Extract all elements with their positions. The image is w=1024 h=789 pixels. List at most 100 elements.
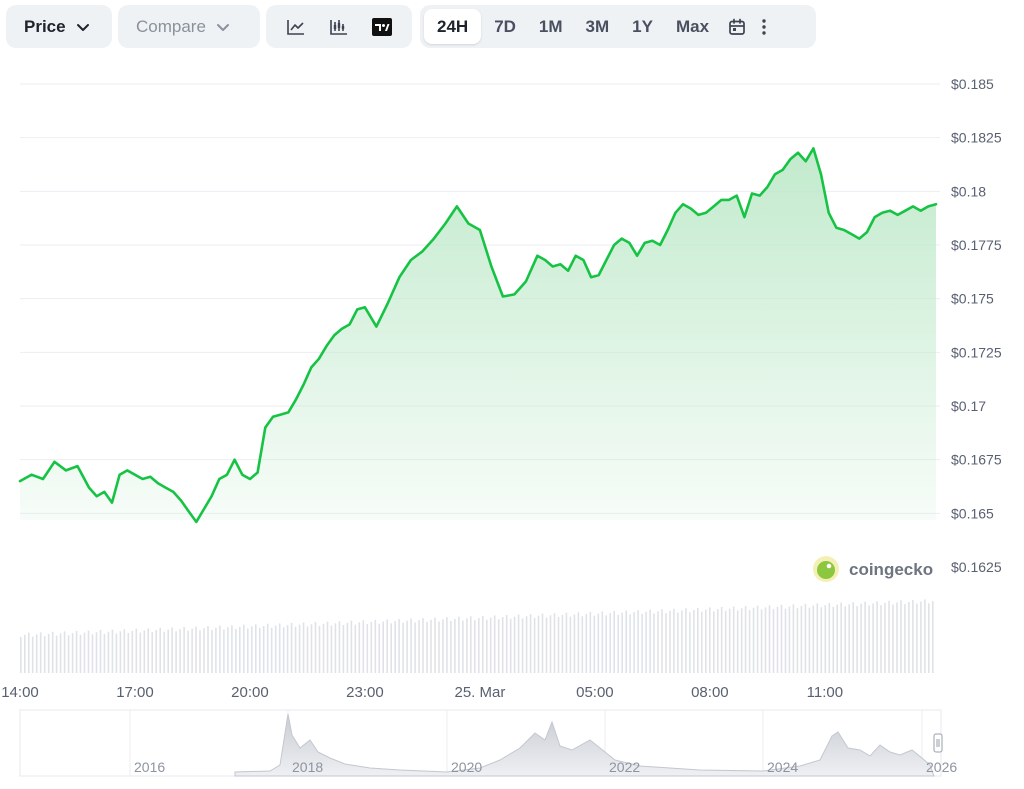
volume-bar [318,625,321,673]
volume-bar [613,611,615,673]
volume-bar [143,630,146,673]
volume-bar [808,607,811,673]
volume-bar [760,609,763,673]
volume-bar [278,623,281,673]
volume-bar [386,619,388,673]
volume-bar [717,609,719,673]
x-axis-labels: 14:00 17:00 20:00 23:00 25. Mar 05:00 08:00 11:… [1,684,843,701]
volume-bar [354,624,357,673]
volume-bar [744,606,747,673]
volume-bar [99,630,102,673]
volume-bar [223,629,225,673]
range-3m-button[interactable]: 3M [585,16,610,36]
volume-bar [848,604,850,673]
volume-bar [20,637,22,673]
volume-bar [378,623,380,673]
candlestick-chart-button[interactable] [325,13,353,41]
range-1m-button[interactable]: 1M [538,16,563,36]
volume-bar [31,636,34,673]
volume-bar [820,607,823,673]
volume-bar [864,601,866,673]
volume-bar [358,622,361,673]
navigator-handle-grip-icon [936,739,940,747]
volume-bar [95,632,98,673]
volume-bar [796,608,799,673]
volume-bar [442,619,444,673]
volume-bar [772,609,775,673]
x-tick-label: 25. Mar [454,684,505,701]
tradingview-button[interactable] [368,13,396,41]
volume-bar [167,629,169,673]
range-7d-button[interactable]: 7D [494,16,516,36]
volume-bar [860,603,862,673]
coingecko-logo-face [817,561,835,579]
price-dropdown[interactable]: Price [6,5,112,48]
line-chart-button[interactable] [282,13,310,41]
volume-bar [720,607,723,673]
navigator-year-label: 2026 [926,759,957,775]
x-tick-label: 08:00 [691,684,729,701]
coingecko-logo-eye [826,563,832,569]
volume-bar [537,615,540,673]
volume-bar [872,603,874,673]
navigator-handle[interactable] [933,733,943,753]
volume-bar [573,614,576,673]
volume-bar [231,625,233,673]
volume-bar [458,616,460,673]
price-area-layer [18,147,938,524]
volume-bar [557,617,560,673]
volume-bar [51,631,54,673]
volume-bar [390,623,392,673]
volume-bar [270,627,273,673]
volume-bar [47,634,50,673]
volume-bar [565,612,568,673]
volume-bar [697,607,699,673]
candlestick-chart-icon [330,19,347,35]
volume-bar [649,609,651,673]
y-tick-label: $0.165 [951,505,994,521]
more-vertical-icon [762,18,766,35]
volume-bar [179,629,181,673]
volume-bar [816,603,819,673]
volume-bar [617,614,619,673]
volume-bar [135,628,138,673]
volume-bar [366,624,369,673]
volume-bar [621,612,623,673]
range-24h-button[interactable]: 24H [424,9,482,44]
volume-bar [924,599,926,673]
volume-bar [713,611,715,673]
tradingview-icon [372,17,393,36]
volume-bar [314,622,317,673]
coingecko-wordmark: coingecko [849,560,933,579]
range-navigator[interactable]: 2016 2018 2020 2022 2024 2026 [19,709,957,777]
compare-dropdown[interactable]: Compare [118,5,260,48]
volume-bar [239,626,241,673]
range-max-button[interactable]: Max [675,16,710,36]
volume-bar [91,634,94,673]
volume-bar [585,614,588,673]
volume-bar [266,623,269,673]
volume-bar [342,625,345,673]
volume-bar [147,628,149,673]
volume-bar [211,629,213,673]
volume-bar [513,616,516,673]
volume-bar [561,614,564,673]
volume-bar [119,631,122,673]
chart-type-group [266,5,412,48]
volume-bar [398,619,400,673]
volume-bar [804,603,807,673]
range-1y-button[interactable]: 1Y [632,16,653,36]
calendar-button[interactable] [722,9,752,44]
volume-bar [665,613,667,673]
volume-bar [673,608,675,673]
volume-bar [501,617,504,673]
volume-bar [215,627,217,673]
volume-bar [330,625,333,673]
volume-bar [346,622,349,673]
more-options-button[interactable] [755,9,773,44]
volume-bar [243,624,245,673]
x-tick-label: 17:00 [116,684,154,701]
volume-bar [462,620,464,673]
volume-bar [545,617,548,673]
